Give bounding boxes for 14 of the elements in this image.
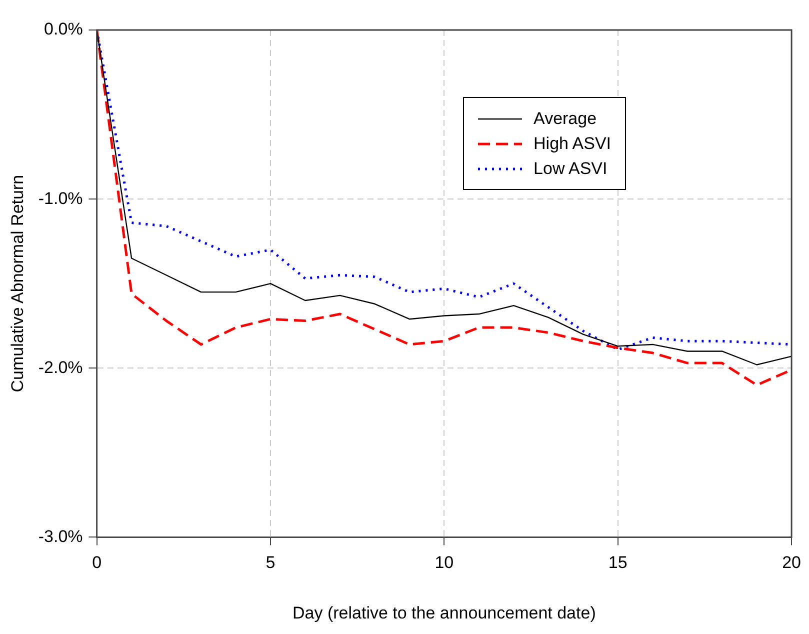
x-tick-label: 10: [434, 553, 454, 572]
x-tick-label: 20: [782, 553, 802, 572]
x-tick-label: 5: [266, 553, 276, 572]
y-tick-label: -2.0%: [38, 358, 83, 377]
legend-label: Average: [534, 108, 597, 128]
y-tick-label: 0.0%: [44, 20, 83, 39]
x-axis-title: Day (relative to the announcement date): [292, 603, 596, 622]
y-tick-label: -1.0%: [38, 188, 83, 208]
x-tick-label: 0: [92, 553, 102, 572]
y-tick-label: -3.0%: [38, 526, 83, 546]
legend-label: High ASVI: [534, 134, 612, 154]
y-axis-title: Cumulative Abnormal Return: [8, 174, 27, 392]
legend-label: Low ASVI: [534, 158, 608, 178]
x-tick-label: 15: [608, 553, 628, 572]
